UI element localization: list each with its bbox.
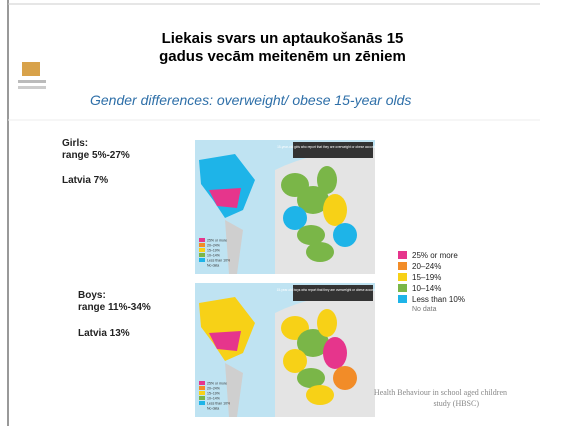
- label: Latvia 13%: [78, 328, 130, 339]
- title: gadus vecām meitenēm un zēniem: [159, 48, 406, 65]
- legend-swatch: [398, 251, 407, 259]
- country: [297, 186, 329, 214]
- country: [333, 366, 357, 390]
- legend-swatch: [398, 273, 407, 281]
- mini-legend-label: No data: [207, 264, 219, 268]
- legend-label: No data: [412, 306, 437, 313]
- label: range 5%-27%: [62, 150, 130, 161]
- source: Health Behaviour in school aged children: [373, 388, 507, 397]
- map-title-box: [293, 285, 373, 301]
- legend-label: 25% or more: [412, 251, 458, 260]
- title: Liekais svars un aptaukošanās 15: [161, 30, 404, 47]
- country: [323, 194, 347, 226]
- north-america: [199, 297, 255, 361]
- south-america: [225, 220, 243, 274]
- logo: [18, 62, 46, 89]
- legend-label: 15–19%: [412, 273, 442, 282]
- country: [283, 349, 307, 373]
- south-america: [225, 363, 243, 417]
- map-title: 15-year-old girls who report that they a…: [277, 145, 389, 149]
- mini-legend-label: 10–14%: [207, 254, 220, 258]
- legend-swatch: [398, 295, 407, 303]
- country: [283, 206, 307, 230]
- usa: [209, 188, 241, 208]
- mini-legend-swatch: [199, 381, 205, 385]
- mini-legend-swatch: [199, 258, 205, 262]
- country: [297, 225, 325, 245]
- country: [317, 166, 337, 194]
- mini-legend-swatch: [199, 401, 205, 405]
- usa: [209, 331, 241, 351]
- legend-label: 20–24%: [412, 262, 442, 271]
- mini-legend-label: 15–19%: [207, 249, 220, 253]
- country: [323, 337, 347, 369]
- map-title: 15-year-old boys who report that they ar…: [277, 288, 390, 292]
- map-title-box: [293, 142, 373, 158]
- mini-legend-label: 10–14%: [207, 397, 220, 401]
- country: [306, 242, 334, 262]
- country: [297, 368, 325, 388]
- mini-legend-swatch: [199, 248, 205, 252]
- mini-legend-label: 25% or more: [207, 382, 227, 386]
- label: range 11%-34%: [78, 302, 151, 313]
- mini-legend-swatch: [199, 386, 205, 390]
- mini-legend-label: Less than 10%: [207, 402, 230, 406]
- legend-swatch: [398, 262, 407, 270]
- mini-legend-label: 20–24%: [207, 387, 220, 391]
- subtitle: Gender differences: overweight/ obese 15…: [90, 92, 412, 108]
- mini-legend-swatch: [199, 396, 205, 400]
- legend-label: 10–14%: [412, 284, 442, 293]
- mini-legend-label: 25% or more: [207, 239, 227, 243]
- north-america: [199, 154, 255, 218]
- label: Girls:: [62, 138, 89, 149]
- label: Latvia 7%: [62, 175, 109, 186]
- mini-legend-swatch: [199, 238, 205, 242]
- legend-label: Less than 10%: [412, 295, 465, 304]
- mini-legend-label: 20–24%: [207, 244, 220, 248]
- legend-swatch: [398, 284, 407, 292]
- mini-legend-label: No data: [207, 407, 219, 411]
- country: [333, 223, 357, 247]
- source: study (HBSC): [433, 399, 479, 408]
- mini-legend-swatch: [199, 243, 205, 247]
- label: Boys:: [78, 290, 106, 301]
- mini-legend-label: Less than 10%: [207, 259, 230, 263]
- country: [317, 309, 337, 337]
- mini-legend-swatch: [199, 253, 205, 257]
- mini-legend-swatch: [199, 391, 205, 395]
- country: [306, 385, 334, 405]
- mini-legend-label: 15–19%: [207, 392, 220, 396]
- country: [297, 329, 329, 357]
